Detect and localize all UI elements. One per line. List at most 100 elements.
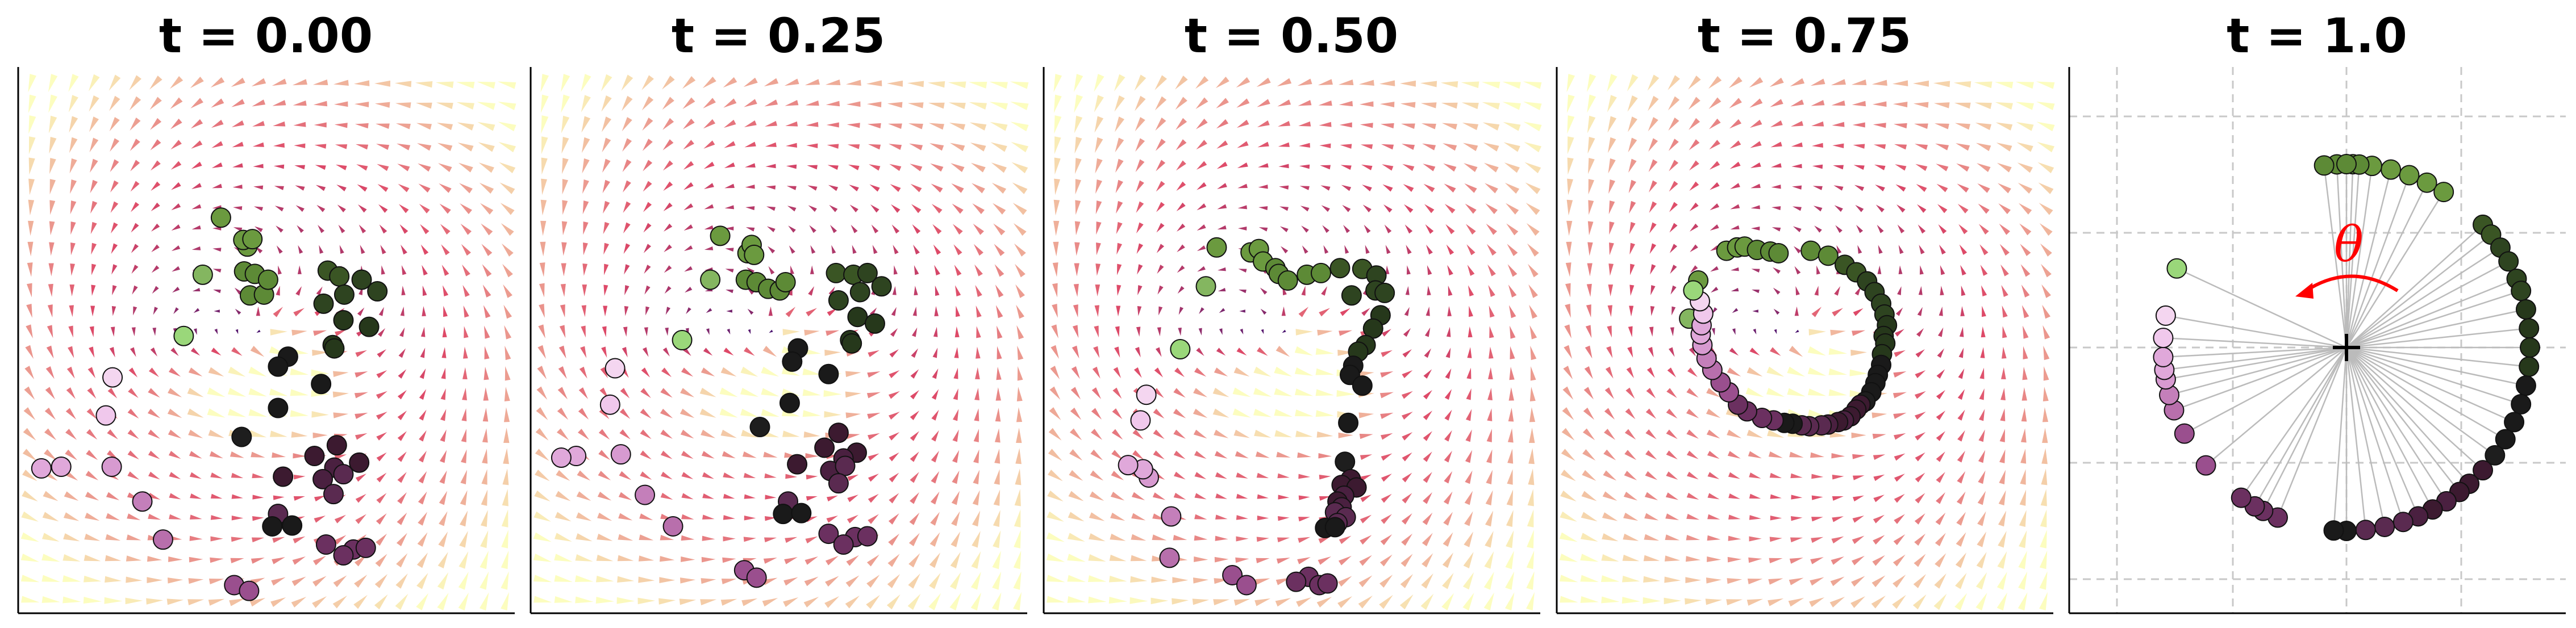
field-arrow (1420, 81, 1437, 87)
field-arrow (1790, 537, 1803, 543)
field-arrow (1856, 225, 1864, 233)
field-arrow (190, 493, 202, 499)
field-arrow (1811, 517, 1823, 522)
field-arrow (725, 248, 734, 252)
data-point (95, 405, 116, 426)
field-arrow (274, 206, 284, 212)
field-arrow (704, 246, 714, 250)
data-point (2515, 299, 2536, 320)
field-arrow (481, 469, 487, 485)
field-arrow (46, 345, 54, 359)
field-arrow (1089, 533, 1106, 542)
field-arrow (1873, 144, 1886, 149)
field-arrow (684, 266, 693, 272)
field-arrow (1792, 185, 1802, 190)
field-arrow (125, 597, 143, 605)
field-arrow (1893, 412, 1907, 419)
data-point (324, 338, 345, 359)
data-point (273, 466, 294, 487)
field-arrow (1832, 496, 1844, 501)
field-arrow (1629, 242, 1635, 255)
field-arrow (1559, 532, 1578, 542)
field-arrow (847, 495, 858, 503)
field-arrow (1173, 408, 1186, 418)
field-arrow (1832, 143, 1844, 148)
field-arrow (972, 510, 981, 527)
field-arrow (1255, 451, 1270, 458)
field-arrow (704, 183, 714, 189)
field-arrow (319, 245, 324, 254)
field-arrow (1664, 555, 1681, 562)
field-arrow (440, 388, 446, 400)
data-point (2504, 412, 2525, 433)
field-arrow (1153, 408, 1165, 419)
spoke-line (2346, 347, 2483, 471)
field-arrow (2000, 264, 2009, 277)
field-arrow (1628, 137, 1637, 153)
field-arrow (256, 306, 260, 316)
field-arrow (1752, 309, 1758, 313)
field-arrow (70, 221, 76, 235)
field-arrow (683, 182, 694, 190)
field-arrow (461, 429, 466, 442)
field-arrow (460, 223, 472, 235)
field-arrow (907, 102, 924, 108)
field-arrow (1960, 265, 1966, 276)
field-arrow (723, 515, 735, 520)
field-arrow (418, 491, 427, 505)
field-arrow (661, 367, 672, 378)
spoke-line (2346, 261, 2509, 349)
field-arrow (1482, 122, 1500, 131)
field-arrow (28, 220, 34, 236)
field-arrow (48, 283, 53, 297)
field-arrow (2001, 367, 2006, 380)
field-arrow (1894, 474, 1905, 482)
field-arrow (1073, 304, 1078, 318)
field-arrow (971, 551, 981, 569)
field-arrow (665, 307, 671, 315)
field-arrow (482, 428, 488, 443)
field-arrow (893, 245, 899, 254)
field-arrow (1994, 82, 2014, 89)
field-arrow (1649, 243, 1657, 254)
field-arrow (681, 535, 695, 541)
field-arrow (21, 596, 40, 603)
field-arrow (1073, 283, 1079, 297)
field-arrow (1810, 78, 1825, 86)
field-arrow (581, 325, 586, 338)
field-arrow (1173, 535, 1187, 541)
field-arrow (1791, 495, 1803, 500)
field-arrow (1502, 102, 1522, 110)
field-arrow (561, 242, 567, 256)
field-arrow (1068, 491, 1084, 501)
field-arrow (723, 348, 734, 356)
field-arrow (1525, 203, 1540, 215)
field-arrow (802, 410, 822, 417)
field-arrow (1669, 223, 1678, 233)
field-arrow (663, 202, 673, 211)
field-arrow (803, 596, 819, 608)
field-arrow (313, 101, 328, 107)
field-arrow (49, 242, 55, 256)
field-arrow (1176, 202, 1186, 211)
data-point (355, 537, 376, 558)
data-point (849, 282, 870, 303)
field-arrow (1294, 346, 1313, 356)
field-arrow (872, 245, 878, 254)
field-arrow (1214, 556, 1229, 563)
field-arrow (1892, 594, 1906, 609)
field-arrow (312, 79, 328, 86)
field-arrow (1467, 265, 1475, 276)
field-arrow (1068, 512, 1085, 522)
field-arrow (439, 203, 451, 214)
field-arrow (110, 180, 119, 192)
field-arrow (1979, 244, 1989, 256)
field-arrow (48, 263, 54, 277)
field-arrow (540, 94, 549, 114)
field-arrow (1730, 225, 1740, 230)
field-arrow (1527, 509, 1534, 527)
field-arrow (1362, 185, 1372, 191)
field-arrow (910, 472, 919, 483)
field-arrow (1274, 409, 1293, 417)
field-arrow (481, 244, 493, 257)
